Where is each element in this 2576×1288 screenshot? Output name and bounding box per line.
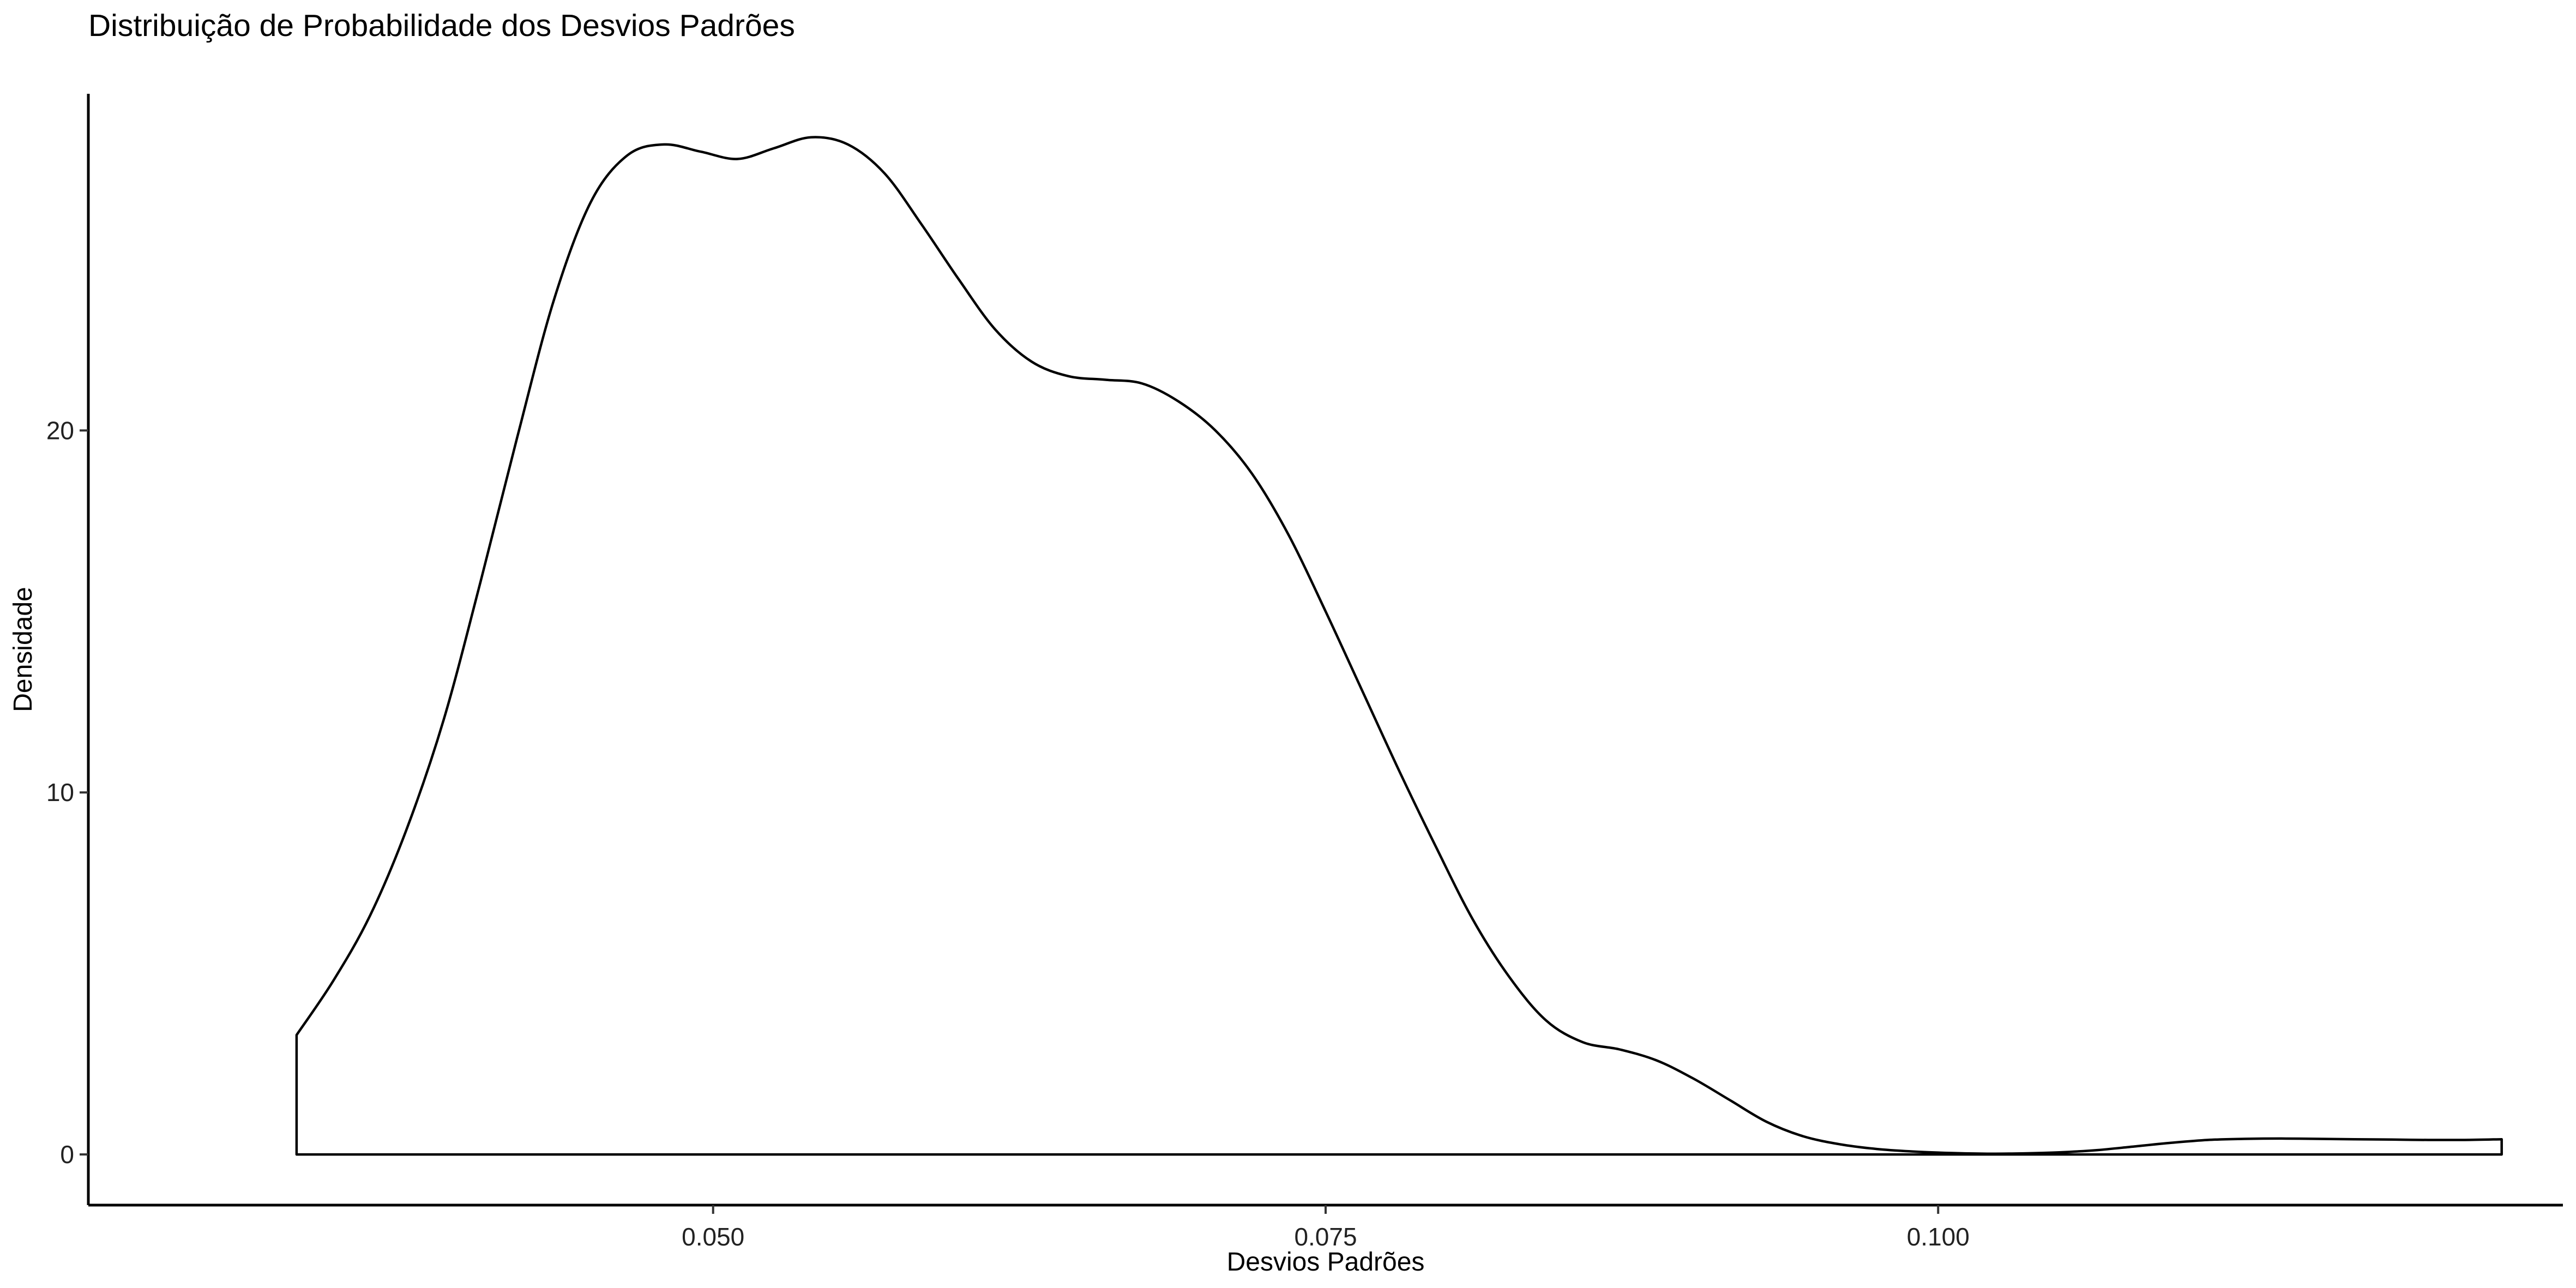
y-tick-label: 20 [46,416,74,444]
chart-title: Distribuição de Probabilidade dos Desvio… [88,8,795,43]
x-ticks: 0.050 0.075 0.100 [682,1205,1970,1251]
y-ticks: 0 10 20 [46,416,88,1169]
x-tick-label: 0.075 [1294,1223,1357,1251]
y-tick-label: 10 [46,778,74,806]
y-axis-title: Densidade [9,587,38,712]
y-tick-label: 0 [60,1140,74,1169]
x-tick-label: 0.050 [682,1223,744,1251]
x-tick-label: 0.100 [1907,1223,1970,1251]
x-axis-title: Desvios Padrões [1227,1248,1425,1277]
density-curve [295,136,2503,1156]
